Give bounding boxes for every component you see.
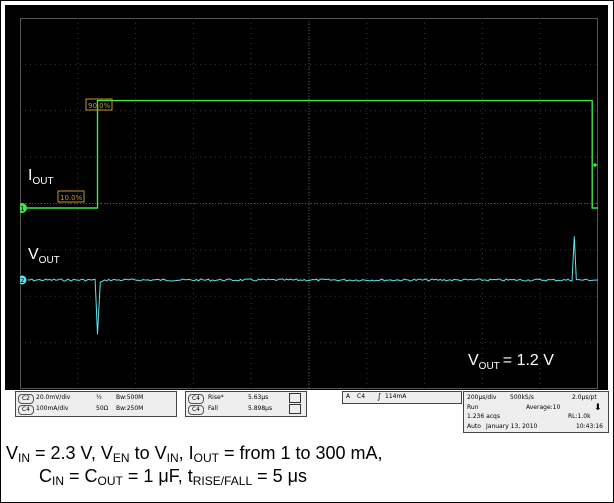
ch2-marker bbox=[20, 274, 28, 286]
trigger-box: A C4 ∫ 114mA bbox=[342, 391, 462, 404]
traces bbox=[20, 99, 598, 335]
marker-10-label: 10.0% bbox=[60, 194, 83, 202]
trigger-channel: C4 bbox=[357, 393, 366, 400]
ch1-marker-num: 1 bbox=[20, 205, 24, 213]
average: Average:10 bbox=[526, 404, 561, 411]
marker-10-box bbox=[57, 190, 85, 203]
caption-line-2: CIN = COUT = 1 μF, tRISE/FALL = 5 μs bbox=[39, 466, 308, 488]
meas2-value: 5.898μs bbox=[248, 405, 273, 412]
measurements-box: C4 Rise* 5.63μs C4 Fall 5.898μs bbox=[185, 391, 307, 417]
trigger-dot bbox=[593, 163, 597, 167]
date: January 13, 2010 bbox=[486, 423, 538, 430]
sample-rate: 500kS/s bbox=[510, 394, 534, 401]
ch4-bandwidth: Bw:250M bbox=[116, 405, 144, 412]
ch2-coupling: ½ bbox=[96, 394, 102, 401]
vout-equation: VOUT = 1.2 V bbox=[468, 352, 554, 372]
channel-settings-box: C2 20.0mV/div ½ Bw:500M C4 100mA/div 50Ω… bbox=[15, 391, 177, 417]
run-state: Run bbox=[467, 404, 479, 411]
oscilloscope-screen: IOUT VOUT VOUT = 1.2 V 90.0% 10.0% 1 2 bbox=[5, 5, 608, 390]
marker-90-box bbox=[85, 98, 113, 111]
iout-trace bbox=[20, 99, 598, 209]
ch2-badge: C2 bbox=[18, 394, 34, 404]
meas1-label: Rise* bbox=[208, 394, 224, 401]
acquisitions: 1.236 acqs bbox=[467, 413, 500, 420]
meas1-icon bbox=[289, 393, 301, 403]
trigger-level: 114mA bbox=[385, 393, 407, 400]
status-bar: C2 20.0mV/div ½ Bw:500M C4 100mA/div 50Ω… bbox=[15, 391, 609, 433]
points-interval: 2.0μs/pt bbox=[572, 394, 597, 401]
ch4-scale: 100mA/div bbox=[36, 405, 69, 412]
trigger-a: A bbox=[346, 393, 351, 400]
meas1-value: 5.63μs bbox=[248, 394, 269, 401]
meas2-channel-badge: C4 bbox=[188, 405, 204, 415]
meas2-label: Fall bbox=[208, 405, 218, 412]
record-length: RL:1.0k bbox=[568, 413, 591, 420]
marker-90-label: 90.0% bbox=[88, 102, 111, 110]
ch4-badge: C4 bbox=[18, 405, 34, 415]
ch1-marker bbox=[20, 203, 27, 213]
trigger-edge-icon: ∫ bbox=[377, 392, 382, 401]
arrow-down-icon: ⬇ bbox=[594, 403, 602, 413]
trigger-mode: Auto bbox=[467, 423, 481, 430]
iout-label: IOUT bbox=[28, 167, 54, 187]
graticule bbox=[20, 18, 598, 389]
vout-trace bbox=[20, 236, 598, 335]
caption-line-1: VIN = 2.3 V, VEN to VIN, IOUT = from 1 t… bbox=[6, 443, 383, 465]
acquisition-box: 200μs/div 500kS/s 2.0μs/pt Run Average:1… bbox=[463, 391, 609, 433]
figure-caption: VIN = 2.3 V, VEN to VIN, IOUT = from 1 t… bbox=[6, 444, 606, 490]
timebase: 200μs/div bbox=[467, 394, 497, 401]
meas2-icon bbox=[289, 404, 301, 414]
ch2-marker-num: 2 bbox=[20, 277, 24, 285]
ch2-bandwidth: Bw:500M bbox=[116, 394, 144, 401]
waveform-plot: IOUT VOUT VOUT = 1.2 V 90.0% 10.0% 1 2 bbox=[20, 18, 598, 389]
ch2-scale: 20.0mV/div bbox=[36, 394, 71, 401]
ch4-coupling: 50Ω bbox=[96, 405, 109, 412]
meas1-channel-badge: C4 bbox=[188, 394, 204, 404]
vout-label: VOUT bbox=[28, 246, 60, 266]
time: 10:43:16 bbox=[576, 423, 603, 430]
